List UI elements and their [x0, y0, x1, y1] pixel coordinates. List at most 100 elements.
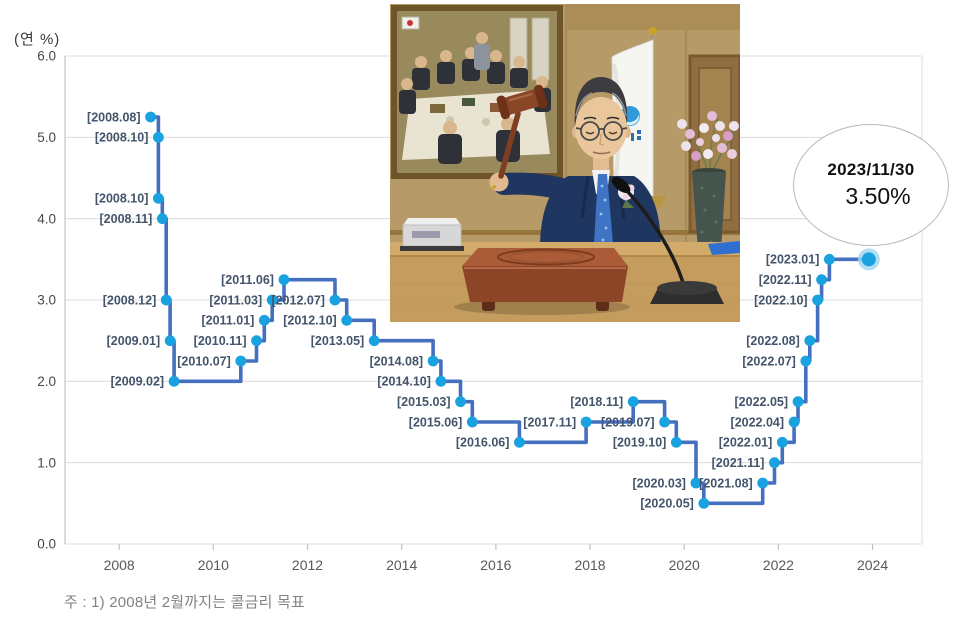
data-point-label: [2015.06] [409, 415, 463, 429]
x-tick-label: 2024 [857, 557, 888, 573]
data-point-label: [2011.01] [201, 314, 254, 328]
data-point-label: [2016.06] [456, 436, 510, 450]
data-point-marker [804, 335, 816, 347]
data-point-label: [2022.01] [719, 436, 773, 450]
x-tick-label: 2014 [386, 557, 417, 573]
data-point-marker [168, 375, 180, 387]
data-point-marker [812, 294, 824, 306]
data-point-marker [160, 294, 172, 306]
data-point-marker [776, 436, 788, 448]
microphone [611, 176, 724, 304]
data-point-label: [2010.11] [194, 334, 247, 348]
data-point-label: [2008.10] [95, 131, 149, 145]
data-point-marker [670, 436, 682, 448]
data-point-label: [2022.10] [754, 293, 808, 307]
data-point-label: [2008.08] [87, 110, 141, 124]
x-tick-label: 2016 [480, 557, 511, 573]
data-point-marker [659, 416, 670, 428]
data-point-label: [2012.10] [283, 314, 337, 328]
data-point-label: [2020.05] [640, 497, 694, 511]
data-point-label: [2022.04] [731, 415, 785, 429]
x-tick-label: 2020 [669, 557, 700, 573]
data-point-label: [2008.11] [100, 212, 153, 226]
data-point-label: [2020.03] [632, 476, 686, 490]
data-point-label: [2018.11] [570, 395, 623, 409]
data-point-label: [2022.08] [746, 334, 800, 348]
y-tick-label: 5.0 [37, 130, 56, 145]
y-tick-label: 6.0 [37, 49, 56, 64]
y-tick-label: 2.0 [37, 374, 56, 389]
y-axis-unit-label: (연 %) [14, 31, 61, 48]
data-point-label: [2015.03] [397, 395, 451, 409]
data-point-marker [341, 314, 353, 326]
data-point-label: [2019.07] [601, 415, 655, 429]
callout-rate: 3.50% [845, 183, 911, 209]
data-point-marker [266, 294, 278, 306]
x-tick-label: 2018 [574, 557, 605, 573]
data-point-label: [2022.05] [735, 395, 789, 409]
data-point-marker [235, 355, 247, 367]
y-tick-label: 1.0 [37, 455, 56, 470]
current-point-marker [861, 252, 876, 267]
data-point-label: [2022.11] [759, 273, 812, 287]
data-point-marker [513, 436, 525, 448]
glasses [575, 121, 628, 141]
data-point-label: [2011.03] [209, 293, 262, 307]
chart-footnote: 주 : 1) 2008년 2월까지는 콜금리 목표 [64, 594, 306, 611]
data-point-label: [2008.10] [95, 192, 149, 206]
y-tick-label: 0.0 [37, 537, 56, 552]
data-point-marker [788, 416, 800, 428]
data-point-label: [2011.06] [221, 273, 274, 287]
data-point-label: [2012.07] [271, 293, 325, 307]
data-point-marker [792, 396, 804, 408]
data-point-label: [2009.02] [111, 375, 165, 389]
data-point-label: [2014.10] [377, 375, 431, 389]
data-point-marker [455, 396, 466, 408]
data-point-marker [164, 335, 176, 347]
data-point-marker [156, 213, 168, 225]
data-point-label: [2022.07] [742, 354, 796, 368]
inset-photo-bok-governor-gavel [390, 4, 740, 322]
data-point-label: [2010.07] [177, 354, 231, 368]
name-plate [400, 218, 464, 251]
data-point-label: [2013.05] [311, 334, 365, 348]
y-tick-label: 4.0 [37, 211, 56, 226]
data-point-marker [698, 497, 710, 509]
data-point-marker [627, 396, 639, 408]
data-point-label: [2023.01] [766, 253, 820, 267]
callout-bubble: 2023/11/30 3.50% [793, 124, 949, 246]
data-point-label: [2017.11] [523, 415, 576, 429]
gavel [496, 84, 548, 179]
data-point-marker [580, 416, 592, 428]
data-point-marker [466, 416, 478, 428]
data-point-marker [769, 457, 780, 469]
data-point-label: [2019.10] [613, 436, 667, 450]
data-point-marker [329, 294, 341, 306]
y-tick-label: 3.0 [37, 293, 56, 308]
data-point-label: [2008.12] [103, 293, 157, 307]
data-point-marker [258, 314, 270, 326]
data-point-label: [2021.11] [712, 456, 765, 470]
data-point-marker [757, 477, 769, 489]
data-point-label: [2009.01] [107, 334, 161, 348]
x-tick-label: 2022 [763, 557, 794, 573]
data-point-label: [2021.08] [699, 476, 753, 490]
data-point-marker [427, 355, 439, 367]
data-point-marker [435, 375, 447, 387]
data-point-marker [152, 131, 164, 143]
data-point-marker [823, 253, 835, 265]
bok-flag [611, 27, 666, 207]
flower-vase [677, 111, 739, 250]
callout-date: 2023/11/30 [827, 160, 915, 179]
data-point-marker [152, 192, 164, 204]
gavel-sound-block [454, 248, 630, 315]
data-point-marker [278, 274, 290, 286]
data-point-marker [800, 355, 812, 367]
x-tick-label: 2010 [198, 557, 229, 573]
data-point-marker [145, 111, 156, 123]
data-point-label: [2014.08] [370, 354, 424, 368]
data-point-marker [816, 274, 827, 286]
x-tick-label: 2012 [292, 557, 323, 573]
data-point-marker [690, 477, 702, 489]
